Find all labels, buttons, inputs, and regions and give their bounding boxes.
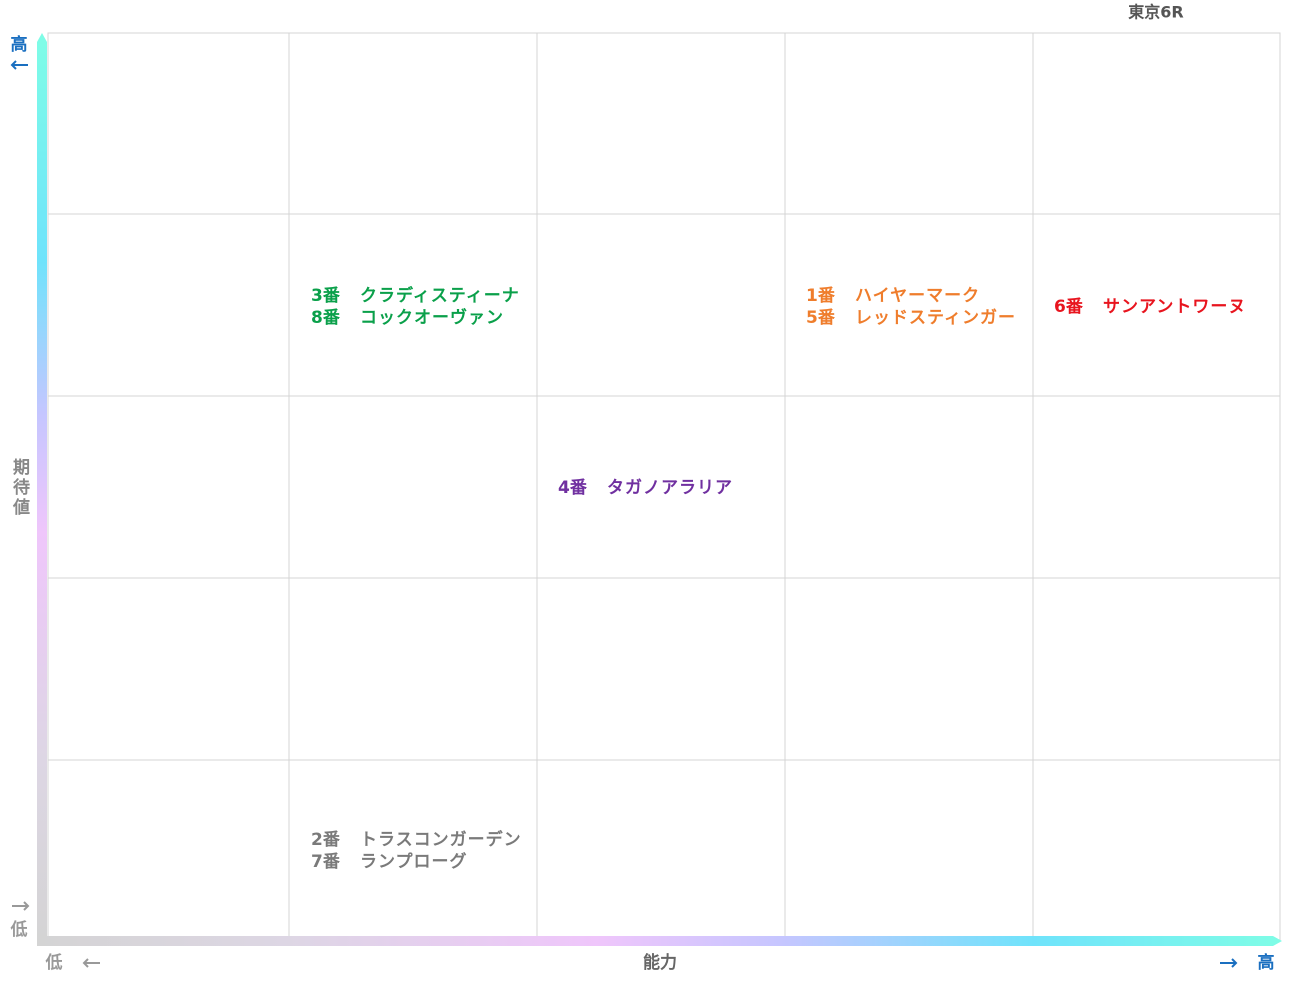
horse-group: 3番 クラディスティーナ 8番 コックオーヴァン — [311, 285, 520, 328]
horse-number: 8番 — [311, 308, 341, 328]
y-high-label: 高 — [11, 34, 28, 55]
horse-name: ハイヤーマーク — [855, 286, 980, 306]
horse-name: サンアントワーヌ — [1103, 297, 1246, 317]
x-axis-label: 能力 — [643, 952, 677, 973]
x-low-label: 低 — [45, 952, 63, 973]
x-axis-bar — [37, 936, 1282, 946]
horse-group: 1番 ハイヤーマーク 5番 レッドスティンガー — [806, 286, 1016, 328]
horse-name: ランプローグ — [360, 851, 468, 872]
y-low-label: 低 — [10, 919, 28, 940]
horse-name: コックオーヴァン — [360, 307, 504, 328]
horse-name: クラディスティーナ — [360, 285, 520, 306]
x-high-arrow — [1220, 958, 1238, 968]
horse-group: 6番 サンアントワーヌ — [1054, 297, 1246, 317]
horse-number: 2番 — [311, 830, 341, 850]
y-axis-bar — [37, 33, 47, 941]
horse-number: 4番 — [558, 478, 588, 498]
horse-number: 1番 — [806, 286, 836, 306]
title: 東京6R — [1128, 3, 1183, 22]
y-axis-label: 期待値 — [9, 458, 31, 518]
horse-name: トラスコンガーデン — [360, 829, 522, 850]
x-low-arrow — [82, 958, 100, 968]
y-high-arrow — [10, 60, 28, 70]
horse-name: タガノアラリア — [607, 478, 733, 498]
horse-number: 6番 — [1054, 297, 1084, 317]
horse-number: 5番 — [806, 308, 836, 328]
horse-number: 7番 — [311, 852, 341, 872]
horse-name: レッドスティンガー — [855, 308, 1016, 328]
horse-group: 2番 トラスコンガーデン 7番 ランプローグ — [311, 829, 522, 872]
y-low-arrow — [12, 901, 30, 911]
horse-group: 4番 タガノアラリア — [558, 478, 733, 498]
horse-number: 3番 — [311, 286, 341, 306]
x-high-label: 高 — [1258, 952, 1275, 973]
